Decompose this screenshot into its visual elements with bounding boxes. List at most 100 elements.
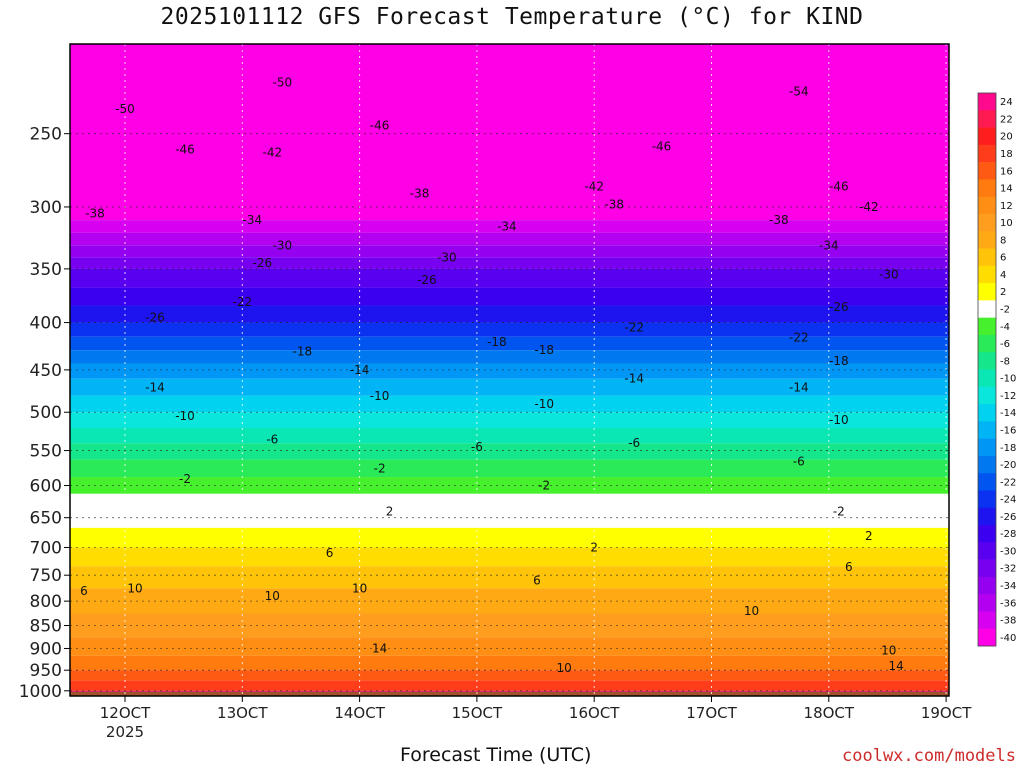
contour-label: 14: [888, 659, 903, 673]
colorbar-label: 18: [1000, 149, 1013, 160]
contour-label: -14: [624, 372, 644, 386]
colorbar-label: -12: [1000, 391, 1016, 402]
temp-band: [70, 245, 949, 258]
colorbar-label: -14: [1000, 408, 1016, 419]
colorbar-cell: [978, 248, 996, 267]
x-tick-label: 19OCT: [921, 704, 972, 722]
contour-label: -26: [829, 300, 849, 314]
temp-band: [70, 257, 949, 269]
colorbar-label: -22: [1000, 477, 1016, 488]
temp-band: [70, 232, 949, 246]
colorbar-label: -36: [1000, 598, 1016, 609]
colorbar-label: 22: [1000, 114, 1013, 125]
temp-band: [70, 322, 949, 337]
colorbar-label: -26: [1000, 512, 1016, 523]
contour-label: -6: [628, 436, 640, 450]
y-tick-label: 800: [30, 592, 62, 612]
contour-label: 14: [372, 641, 387, 655]
contour-label: -42: [859, 200, 879, 214]
colorbar-label: 6: [1000, 253, 1006, 264]
y-tick-label: 500: [30, 403, 62, 423]
contour-label: -22: [624, 321, 644, 335]
contour-label: -14: [789, 380, 809, 394]
colorbar-label: -24: [1000, 495, 1016, 506]
temp-band: [70, 378, 949, 396]
contour-label: -18: [292, 345, 312, 359]
y-tick-label: 750: [30, 566, 62, 586]
contour-label: 10: [557, 661, 572, 675]
colorbar-label: 14: [1000, 184, 1013, 195]
contour-label: 10: [881, 644, 896, 658]
contour-label: -42: [584, 179, 604, 193]
contour-label: -10: [370, 389, 390, 403]
colorbar-label: -28: [1000, 529, 1016, 540]
contour-label: -30: [879, 268, 899, 282]
temp-band: [70, 680, 949, 691]
y-tick-label: 400: [30, 314, 62, 334]
y-tick-label: 1000: [19, 682, 62, 702]
temp-band: [70, 493, 949, 528]
colorbar-label: 8: [1000, 235, 1006, 246]
colorbar-label: -8: [1000, 356, 1010, 367]
x-tick-label: 12OCT: [100, 704, 151, 722]
colorbar-cell: [978, 369, 996, 388]
x-axis-label: Forecast Time (UTC): [400, 744, 592, 766]
colorbar-label: 2: [1000, 287, 1006, 298]
colorbar-cell: [978, 352, 996, 370]
contour-label: -10: [534, 397, 554, 411]
contour-label: -2: [833, 504, 845, 518]
colorbar-cell: [978, 594, 996, 612]
contour-label: -38: [604, 197, 624, 211]
colorbar-cell: [978, 93, 996, 111]
colorbar-cell: [978, 611, 996, 630]
contour-label: -22: [232, 295, 252, 309]
colorbar-label: -2: [1000, 305, 1010, 316]
colorbar-cell: [978, 455, 996, 474]
colorbar-cell: [978, 490, 996, 509]
temp-band: [70, 459, 949, 478]
contour-label: -54: [789, 84, 809, 98]
colorbar: 24 22 20 18 16 14 12 10 8 6 4 2 -2 -4 -6 -8 -10 -12 -14 -16…: [977, 92, 1016, 647]
contour-label: 10: [265, 589, 280, 603]
contour-label: -10: [829, 413, 849, 427]
x-tick-year: 2025: [106, 723, 144, 741]
contour-label: -50: [115, 102, 135, 116]
contour-label: 10: [744, 604, 759, 618]
contour-label: -2: [374, 461, 386, 475]
colorbar-cell: [978, 576, 996, 595]
colorbar-cell: [978, 421, 996, 439]
colorbar-label: -18: [1000, 443, 1016, 454]
contour-label: -26: [145, 311, 165, 325]
temp-band: [70, 527, 949, 548]
temp-band: [70, 655, 949, 671]
colorbar-cell: [978, 162, 996, 180]
colorbar-cell: [978, 110, 996, 128]
contour-label: -46: [652, 139, 672, 153]
y-tick-label: 700: [30, 538, 62, 558]
temp-band: [70, 305, 949, 323]
x-tick-label: 16OCT: [569, 704, 620, 722]
site-credit: coolwx.com/models: [842, 746, 1016, 766]
colorbar-cell: [978, 300, 996, 318]
contour-label: -38: [85, 207, 105, 221]
contour-label: -18: [829, 354, 849, 368]
ground-below-surface: [70, 691, 949, 696]
temp-band: [70, 412, 949, 429]
contour-labels: -50-50-54-46-46-46-46-42-42-42-38-38-38-…: [80, 75, 904, 675]
colorbar-cell: [978, 525, 996, 543]
y-tick-label: 950: [30, 661, 62, 681]
contour-label: -6: [266, 432, 278, 446]
ground-fill: [70, 691, 949, 696]
y-tick-label: 600: [30, 477, 62, 497]
contour-label: -6: [793, 454, 805, 468]
colorbar-cell: [978, 144, 996, 163]
colorbar-cell: [978, 628, 996, 647]
x-tick-label: 17OCT: [686, 704, 737, 722]
colorbar-label: 20: [1000, 132, 1013, 143]
contour-label: -26: [417, 273, 437, 287]
colorbar-cell: [978, 127, 996, 146]
contour-label: -46: [370, 119, 390, 133]
temp-band: [70, 268, 949, 288]
colorbar-label: -40: [1000, 633, 1016, 644]
contour-label: 6: [80, 584, 88, 598]
